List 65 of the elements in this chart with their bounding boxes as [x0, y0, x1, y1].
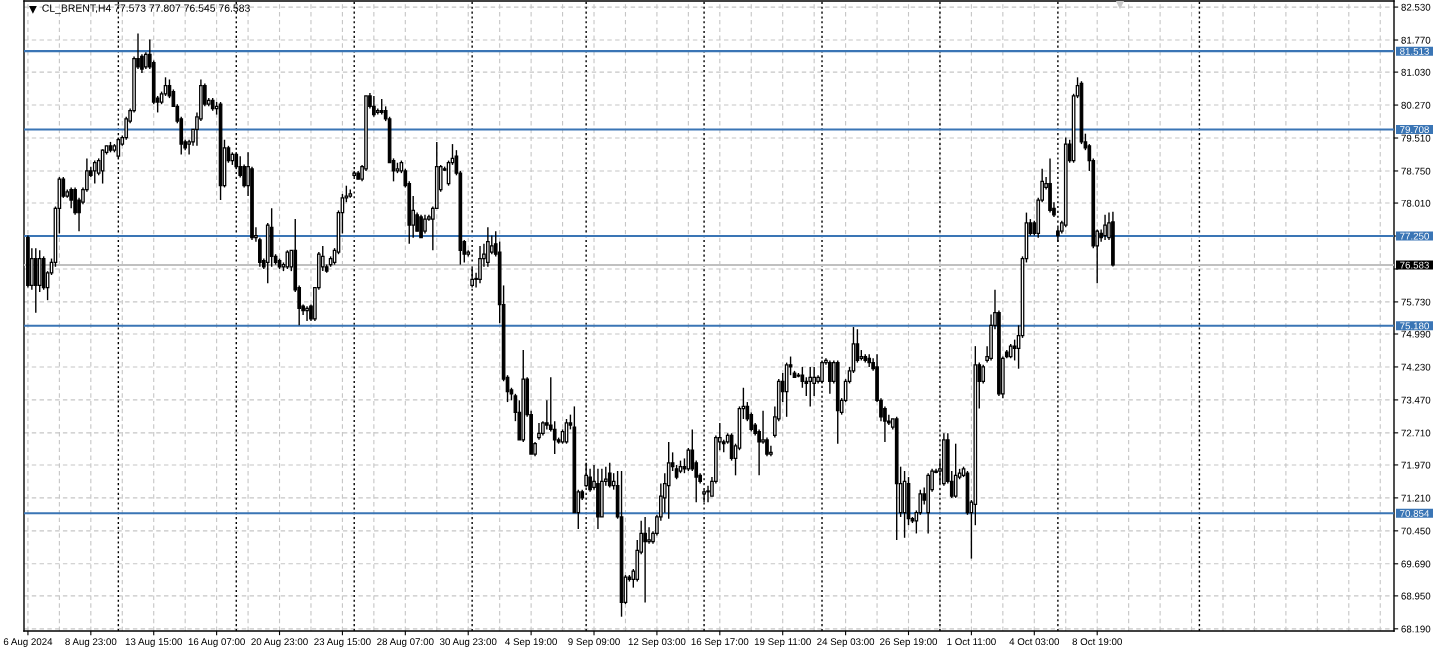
candlestick: [867, 353, 872, 368]
candlestick: [643, 516, 647, 604]
x-tick-label: 9 Sep 09:00: [568, 638, 620, 648]
x-tick-label: 12 Sep 03:00: [628, 638, 686, 648]
candlestick: [981, 364, 986, 385]
chart-title: CL_BRENT,H4 77.573 77.807 76.545 76.583: [42, 4, 250, 14]
candlestick: [372, 95, 376, 118]
ref-line-label: 79.708: [1400, 126, 1429, 134]
candlestick: [800, 366, 805, 389]
x-tick-label: 13 Aug 15:00: [125, 638, 182, 648]
y-tick-label: 71.970: [1401, 461, 1431, 469]
ref-line-label: 70.854: [1400, 510, 1430, 517]
x-tick-label: 8 Oct 19:00: [1072, 638, 1122, 646]
x-tick-label: 19 Sep 11:00: [754, 638, 811, 648]
y-tick-label: 81.030: [1401, 68, 1431, 76]
candlestick: [828, 359, 832, 395]
y-tick-label: 78.010: [1401, 199, 1431, 207]
ref-line-label: 77.250: [1400, 232, 1429, 240]
candlestick: [607, 462, 612, 489]
y-tick-label: 74.990: [1401, 330, 1431, 338]
y-tick-label: 69.690: [1401, 560, 1431, 568]
candlestick: [953, 442, 958, 499]
y-tick-label: 79.510: [1401, 134, 1431, 142]
y-tick-label: 71.210: [1401, 494, 1431, 502]
y-tick-label: 74.230: [1401, 363, 1431, 371]
x-tick-label: 16 Sep 17:00: [691, 638, 749, 648]
ref-line-label: 75.180: [1400, 322, 1429, 330]
y-tick-label: 72.710: [1401, 429, 1431, 437]
y-tick-label: 70.450: [1401, 527, 1431, 535]
candlestick: [423, 214, 427, 235]
y-tick-label: 82.530: [1401, 3, 1431, 11]
y-tick-label: 68.190: [1401, 625, 1431, 633]
x-tick-label: 26 Sep 19:00: [880, 638, 938, 648]
candlestick: [666, 441, 671, 520]
candlestick: [1103, 214, 1107, 241]
x-tick-label: 23 Aug 15:00: [314, 638, 371, 648]
y-tick-label: 80.270: [1401, 101, 1431, 109]
ref-line-label: 81.513: [1400, 47, 1429, 55]
candlestick: [552, 420, 557, 455]
candlestick: [647, 526, 651, 545]
y-tick-label: 68.950: [1401, 592, 1431, 600]
x-tick-label: 1 Oct 11:00: [947, 638, 996, 646]
x-tick-label: 6 Aug 2024: [3, 638, 53, 648]
candlestick: [486, 226, 490, 268]
x-tick-label: 4 Oct 03:00: [1009, 638, 1060, 646]
x-tick-label: 28 Aug 07:00: [377, 638, 434, 648]
y-tick-label: 78.750: [1401, 167, 1431, 175]
x-tick-label: 16 Aug 07:00: [188, 638, 245, 648]
candlestick: [305, 305, 309, 322]
ref-line-label: 76.583: [1400, 261, 1429, 269]
y-tick-label: 81.770: [1401, 36, 1431, 44]
candlestick: [706, 485, 710, 503]
y-tick-label: 75.730: [1401, 298, 1431, 306]
candlestick: [478, 245, 482, 284]
candlestick: [808, 366, 813, 408]
x-tick-label: 8 Aug 23:00: [65, 638, 117, 648]
x-tick-label: 20 Aug 23:00: [251, 638, 308, 648]
candlestick: [419, 214, 423, 239]
candlestick: [686, 447, 691, 472]
candlestick: [537, 422, 541, 441]
candlestick: [69, 186, 74, 209]
x-tick-label: 4 Sep 19:00: [505, 638, 557, 648]
x-tick-label: 24 Sep 03:00: [817, 638, 875, 648]
y-tick-label: 73.470: [1401, 396, 1431, 404]
x-tick-label: 30 Aug 23:00: [439, 638, 497, 648]
